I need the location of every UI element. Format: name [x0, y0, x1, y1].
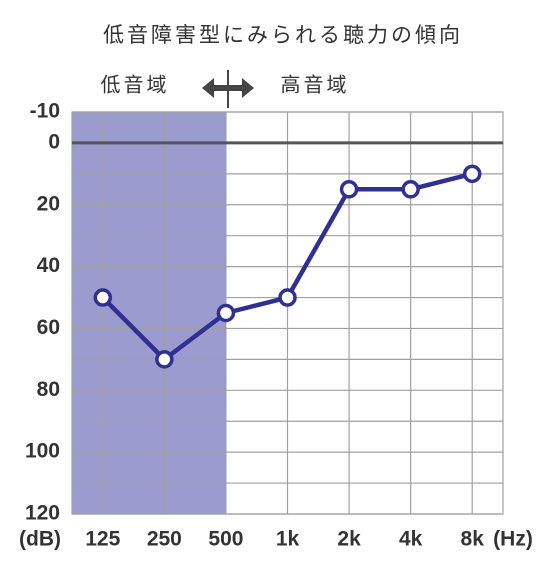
x-tick-label: 4k [399, 528, 423, 551]
data-point [93, 288, 113, 307]
x-tick-label: 2k [337, 528, 361, 551]
data-point [155, 350, 174, 369]
x-tick-label: 8k [461, 528, 485, 551]
y-tick-label: 80 [37, 378, 60, 401]
x-tick-label: 250 [147, 528, 182, 551]
y-unit: (dB) [19, 528, 61, 551]
low-range-label: 低音域 [101, 73, 170, 97]
x-tick-label: 125 [85, 528, 120, 551]
y-tick-label: -10 [30, 100, 60, 123]
high-range-label: 高音域 [281, 73, 350, 97]
y-tick-label: 60 [37, 316, 60, 339]
data-point [339, 180, 359, 199]
data-point [462, 164, 482, 184]
data-point [216, 303, 236, 323]
y-tick-label: 20 [37, 192, 60, 215]
data-point [401, 180, 420, 199]
plot-border [71, 111, 504, 515]
data-point [278, 288, 297, 307]
y-tick-label: 40 [37, 254, 60, 277]
y-tick-label: 0 [48, 130, 60, 153]
x-tick-label: 500 [208, 528, 243, 551]
y-tick-label: 120 [25, 502, 60, 525]
x-tick-label: 1k [276, 528, 300, 551]
range-arrow [202, 70, 254, 108]
chart-title: 低音障害型にみられる聴力の傾向 [103, 23, 463, 47]
low-range-shade [72, 112, 226, 514]
y-tick-label: 100 [25, 440, 60, 463]
x-unit: (Hz) [493, 528, 533, 551]
